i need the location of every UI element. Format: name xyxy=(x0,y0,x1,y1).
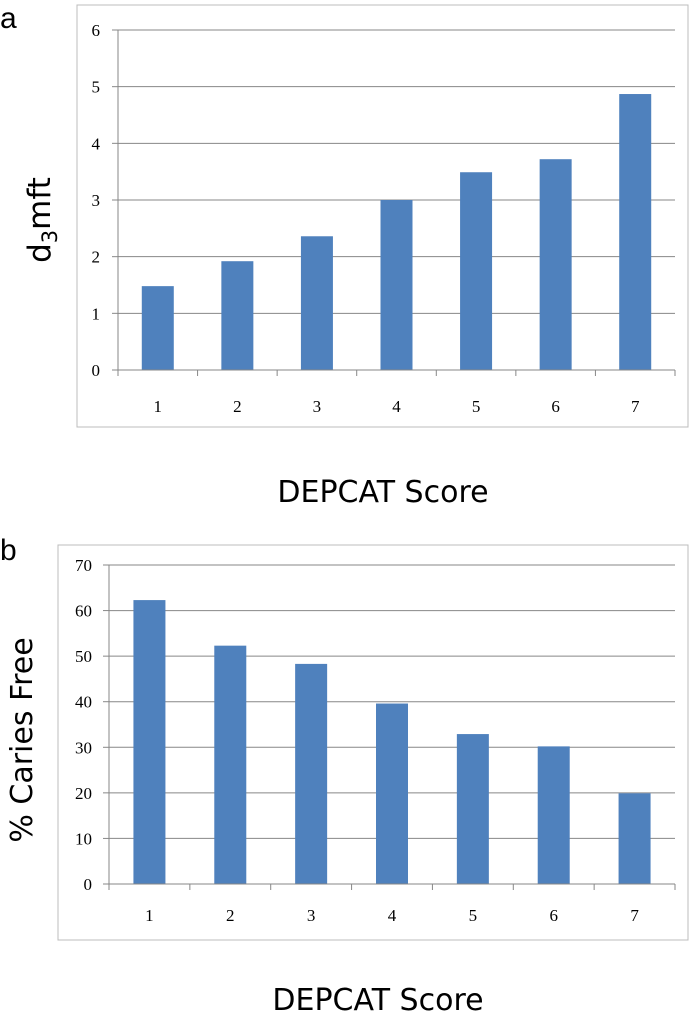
bar xyxy=(141,286,174,370)
bar xyxy=(133,600,166,884)
x-tick-label: 5 xyxy=(472,397,481,416)
x-tick-label: 2 xyxy=(233,397,242,416)
panel-a-frame xyxy=(76,4,689,428)
panel-a-bars xyxy=(141,94,652,371)
y-tick-label: 2 xyxy=(92,248,101,267)
panel-a-y-tick-labels: 0 1 2 3 4 5 6 xyxy=(92,21,101,380)
bar xyxy=(214,645,247,884)
x-tick-label: 2 xyxy=(226,906,235,925)
y-tick-label: 70 xyxy=(75,556,92,575)
y-axis-title-rest: mft xyxy=(22,177,58,230)
panel-b-letter: b xyxy=(0,534,17,567)
y-tick-label: 5 xyxy=(92,78,101,97)
panel-b-x-tick-labels: 1 2 3 4 5 6 7 xyxy=(145,906,639,925)
y-tick-label: 6 xyxy=(92,21,101,40)
y-tick-label: 60 xyxy=(75,602,92,621)
bar xyxy=(539,159,572,370)
panel-b-y-tick-labels: 0 10 20 30 40 50 60 70 xyxy=(75,556,92,894)
y-tick-label: 50 xyxy=(75,647,92,666)
x-tick-label: 4 xyxy=(392,397,401,416)
x-tick-label: 1 xyxy=(154,397,163,416)
bar xyxy=(376,703,408,884)
bar xyxy=(295,663,328,884)
y-tick-label: 3 xyxy=(92,191,101,210)
y-tick-label: 0 xyxy=(84,875,93,894)
panel-b-bars xyxy=(133,600,651,884)
bar xyxy=(221,261,254,370)
bar xyxy=(456,734,489,884)
bar xyxy=(619,94,652,371)
panel-a-gridlines xyxy=(118,29,675,314)
bar xyxy=(537,746,570,884)
y-tick-label: 1 xyxy=(92,304,101,323)
y-tick-label: 10 xyxy=(75,829,92,848)
panel-a-axes xyxy=(112,29,676,376)
y-tick-label: 30 xyxy=(75,738,92,757)
x-tick-label: 3 xyxy=(313,397,322,416)
x-tick-label: 6 xyxy=(549,906,558,925)
y-axis-title-subscript: 3 xyxy=(38,230,62,243)
x-tick-label: 7 xyxy=(631,397,640,416)
x-tick-label: 5 xyxy=(469,906,478,925)
panel-b-x-axis-title: DEPCAT Score xyxy=(272,983,483,1018)
x-tick-label: 7 xyxy=(630,906,639,925)
bar xyxy=(300,236,333,370)
panel-a-x-tick-labels: 1 2 3 4 5 6 7 xyxy=(154,397,640,416)
y-tick-label: 20 xyxy=(75,784,92,803)
x-tick-label: 6 xyxy=(551,397,560,416)
panel-b-y-axis-title: % Caries Free xyxy=(5,637,40,842)
panel-a-y-axis-title: d3mft xyxy=(22,177,62,263)
x-tick-label: 1 xyxy=(145,906,154,925)
y-axis-title-main: d xyxy=(22,243,58,263)
bar xyxy=(380,200,413,370)
bar xyxy=(618,793,651,884)
x-tick-label: 4 xyxy=(388,906,397,925)
y-tick-label: 40 xyxy=(75,693,92,712)
panel-b-frame xyxy=(57,544,689,941)
panel-b-axes xyxy=(103,564,676,890)
y-tick-label: 4 xyxy=(92,134,101,153)
panel-a-letter: a xyxy=(0,2,17,35)
panel-a-x-axis-title: DEPCAT Score xyxy=(277,475,488,510)
bar xyxy=(460,172,493,370)
x-tick-label: 3 xyxy=(307,906,316,925)
y-tick-label: 0 xyxy=(92,361,101,380)
